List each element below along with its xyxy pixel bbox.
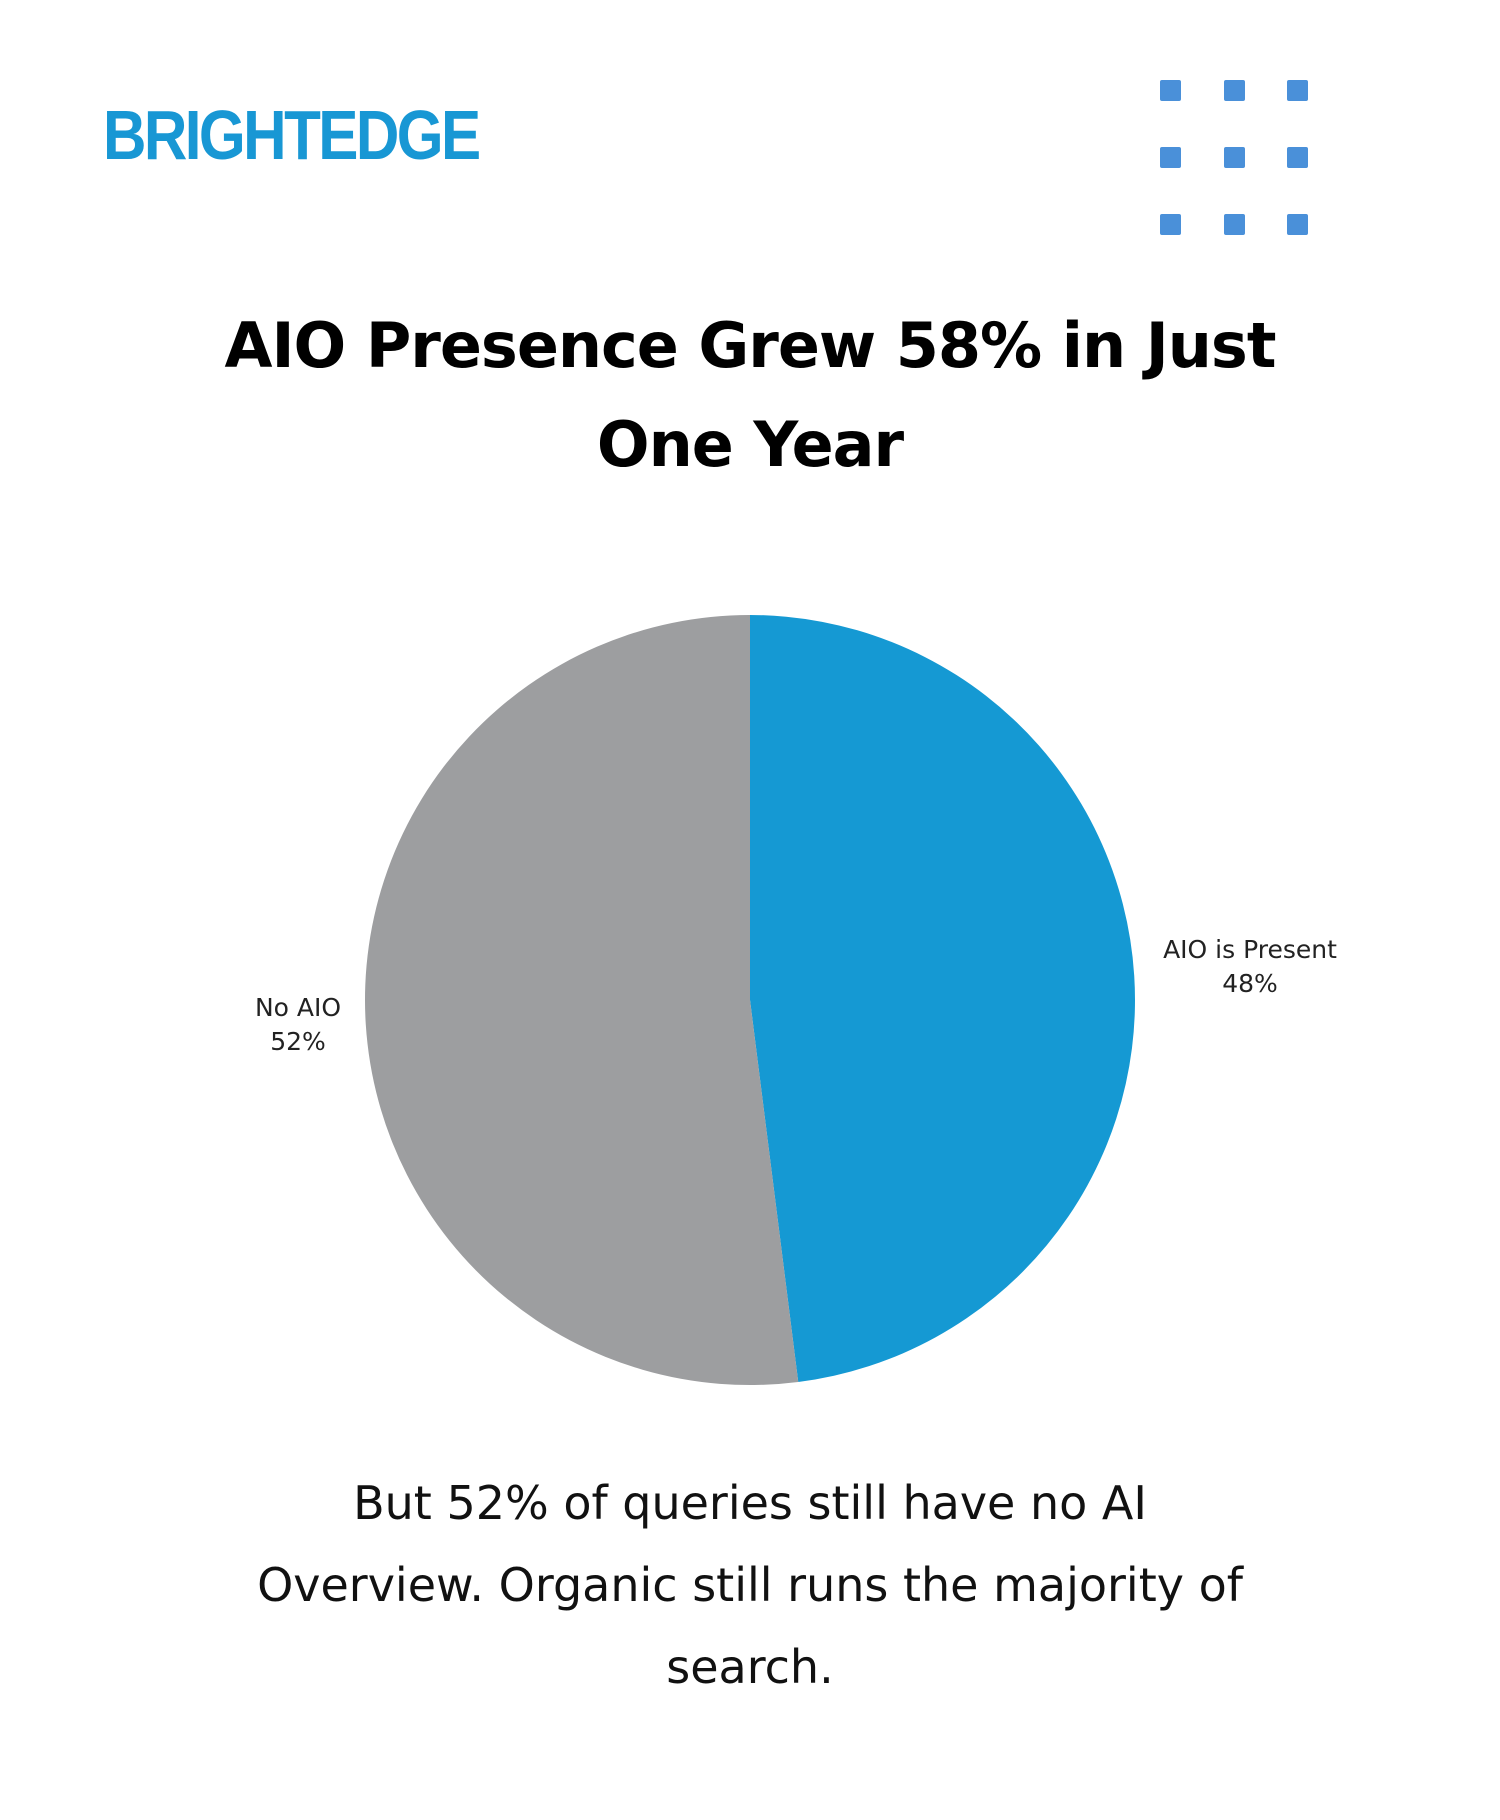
slice-value-label: 52% (270, 1027, 326, 1056)
brightedge-logo: BRIGHTEDGE (103, 96, 481, 174)
caption-line-2: Overview. Organic still runs the majorit… (257, 1558, 1243, 1612)
chart-caption: But 52% of queries still have no AI Over… (100, 1462, 1400, 1708)
pie-slice-no-aio (364, 615, 799, 1385)
chart-title: AIO Presence Grew 58% in Just One Year (150, 296, 1350, 494)
grid-dot (1224, 147, 1245, 168)
caption-line-3: search. (666, 1640, 834, 1694)
title-line-1: AIO Presence Grew 58% in Just (224, 309, 1277, 382)
pie-slice-aio-is-present (750, 615, 1135, 1382)
title-line-2: One Year (596, 408, 904, 481)
grid-dot (1224, 214, 1245, 235)
slice-label: No AIO (255, 993, 341, 1022)
slice-label: AIO is Present (1163, 935, 1337, 964)
slice-value-label: 48% (1222, 969, 1278, 998)
grid-dot (1224, 80, 1245, 101)
grid-dot (1287, 214, 1308, 235)
grid-dot (1160, 80, 1181, 101)
grid-dot (1160, 147, 1181, 168)
caption-line-1: But 52% of queries still have no AI (353, 1476, 1147, 1530)
decorative-dot-grid (1160, 80, 1310, 237)
grid-dot (1287, 147, 1308, 168)
grid-dot (1160, 214, 1181, 235)
grid-dot (1287, 80, 1308, 101)
